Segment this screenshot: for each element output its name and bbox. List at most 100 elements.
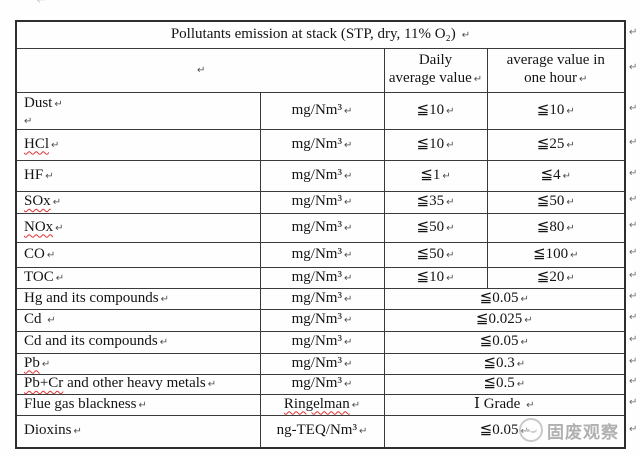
pollutant-name-cell: TOC ↵ [15, 266, 261, 289]
limit-value-cell: ≦0.5 ↵ [383, 373, 626, 395]
paragraph-mark: ↵ [73, 426, 82, 438]
row-end-mark: ↵ [629, 26, 638, 38]
pollutant-name: and other heavy metals [63, 375, 206, 392]
paragraph-mark: ↵ [516, 358, 526, 370]
paragraph-mark: ↵ [343, 379, 353, 391]
unit-label: mg/Nm³ [291, 311, 342, 328]
pollutant-name: Flue gas blackness [24, 395, 137, 412]
hourly-limit-cell: ≦4 ↵ [486, 159, 626, 192]
pollutant-name-cell: CO ↵ [15, 241, 261, 268]
paragraph-mark: ↵ [41, 358, 51, 370]
paragraph-mark: ↵ [570, 249, 579, 261]
pollutant-name: Dust [24, 95, 53, 112]
col-header-hourly: average value in one hour ↵ [486, 47, 626, 93]
table-row: Hg and its compounds ↵ mg/Nm³ ↵ ≦0.05 ↵ [15, 287, 626, 310]
paragraph-mark: ↵ [579, 74, 588, 85]
paragraph-mark: ↵ [47, 315, 56, 327]
paragraph-mark: ↵ [343, 293, 353, 305]
unit-label: mg/Nm³ [291, 289, 342, 306]
hourly-limit-cell: ≦100 ↵ [486, 241, 626, 268]
row-end-mark: ↵ [629, 167, 638, 179]
hourly-limit-cell: ≦50 ↵ [486, 190, 626, 214]
paragraph-mark: ↵ [343, 358, 353, 370]
paragraph-mark: ↵ [55, 222, 64, 234]
pollutant-name: CO [24, 245, 45, 262]
limit-value: ≦10 [416, 268, 445, 285]
daily-limit-cell: ≦35 ↵ [383, 190, 488, 214]
daily-limit-cell: ≦10 ↵ [383, 266, 488, 289]
paragraph-mark: ↵ [566, 105, 575, 117]
unit-cell: mg/Nm³ ↵ [259, 308, 385, 332]
table-row: Cd ↵ mg/Nm³ ↵ ≦0.025 ↵ [15, 308, 626, 332]
paragraph-mark: ↵ [51, 139, 60, 151]
paragraph-mark: ↵ [207, 379, 217, 391]
limit-value: ≦0.05 [479, 333, 519, 350]
col-header-hourly-label: average value in one hour [506, 52, 605, 86]
paragraph-mark: ↵ [446, 272, 455, 284]
limit-value: Ⅰ Grade [474, 395, 525, 412]
row-end-mark: ↵ [629, 269, 638, 281]
unit-cell: mg/Nm³ ↵ [259, 190, 385, 214]
table-row: TOC ↵ mg/Nm³ ↵ ≦10 ↵ ≦20 ↵ [15, 266, 626, 289]
table-row: Dioxins ↵ ng-TEQ/Nm³ ↵ ≦0.05 ↵ [15, 414, 626, 449]
paragraph-mark: ↵ [343, 272, 353, 284]
paragraph-mark: ↵ [343, 170, 353, 182]
emission-limits-table: Pollutants emission at stack (STP, dry, … [15, 20, 627, 449]
pollutant-name: Pb [24, 354, 40, 371]
table-title-row: Pollutants emission at stack (STP, dry, … [15, 20, 626, 49]
table-row: Cd and its compounds ↵ mg/Nm³ ↵ ≦0.05 ↵ [15, 330, 626, 354]
unit-label: mg/Nm³ [291, 166, 342, 183]
unit-cell: mg/Nm³ ↵ [259, 266, 385, 289]
daily-limit-cell: ≦1 ↵ [383, 159, 488, 192]
unit-cell: mg/Nm³ ↵ [259, 287, 385, 310]
paragraph-mark: ↵ [138, 399, 147, 411]
limit-value-cell: Ⅰ Grade ↵ [383, 393, 626, 416]
unit-label: mg/Nm³ [291, 101, 342, 118]
daily-limit-cell: ≦10 ↵ [383, 91, 488, 130]
row-end-mark: ↵ [629, 62, 638, 73]
pollutant-name-cell: Dioxins ↵ [15, 414, 261, 449]
empty-paragraph-line: ↵ [24, 113, 256, 126]
limit-value: ≦50 [536, 193, 565, 210]
unit-label: Ringelman [283, 395, 350, 412]
pollutant-name: HCl [24, 135, 50, 152]
unit-label: mg/Nm³ [291, 245, 342, 262]
limit-value: ≦0.025 [475, 311, 523, 328]
pollutant-name: Hg and its compounds [24, 289, 159, 306]
paragraph-mark: ↵ [446, 197, 455, 209]
limit-value: ≦35 [416, 193, 445, 210]
watermark: 固废观察 [519, 416, 619, 444]
table-row: Dust ↵ ↵ mg/Nm³ ↵ ≦10 ↵ ≦10 ↵ [15, 91, 626, 130]
limit-value: ≦50 [416, 245, 445, 262]
limit-value-cell: ≦0.05 ↵ [383, 330, 626, 354]
unit-cell: Ringelman ↵ [259, 393, 385, 416]
paragraph-mark: ↵ [343, 197, 353, 209]
limit-value-cell: ≦0.05 ↵ [383, 414, 626, 449]
paragraph-mark: ↵ [197, 65, 206, 77]
pollutant-name-cell: Cd ↵ [15, 308, 261, 332]
row-end-mark: ↵ [629, 219, 638, 231]
limit-value-cell: ≦0.025 ↵ [383, 308, 626, 332]
unit-label: mg/Nm³ [291, 333, 342, 350]
unit-cell: mg/Nm³ ↵ [259, 330, 385, 354]
paragraph-mark: ↵ [446, 249, 455, 261]
daily-limit-cell: ≦10 ↵ [383, 128, 488, 161]
row-end-mark: ↵ [629, 376, 638, 387]
col-header-daily-label: Daily average value [388, 52, 472, 86]
row-end-mark: ↵ [629, 312, 638, 323]
row-end-mark: ↵ [629, 334, 638, 345]
unit-cell: ng-TEQ/Nm³ ↵ [259, 414, 385, 449]
paragraph-mark: ↵ [343, 315, 353, 327]
limit-value: ≦100 [533, 245, 569, 262]
paragraph-mark: ↵ [343, 222, 353, 234]
pollutant-name-cell: NOx ↵ [15, 212, 261, 243]
row-end-mark: ↵ [629, 290, 638, 302]
row-end-mark: ↵ [629, 396, 638, 408]
hourly-limit-cell: ≦25 ↵ [486, 128, 626, 161]
table-row: SOx ↵ mg/Nm³ ↵ ≦35 ↵ ≦50 ↵ [15, 190, 626, 214]
paragraph-mark: ↵ [442, 170, 451, 182]
paragraph-mark: ↵ [566, 272, 575, 284]
limit-value: ≦1 [420, 166, 441, 183]
paragraph-mark: ↵ [52, 197, 62, 209]
table-row: HCl ↵ mg/Nm³ ↵ ≦10 ↵ ≦25 ↵ [15, 128, 626, 161]
